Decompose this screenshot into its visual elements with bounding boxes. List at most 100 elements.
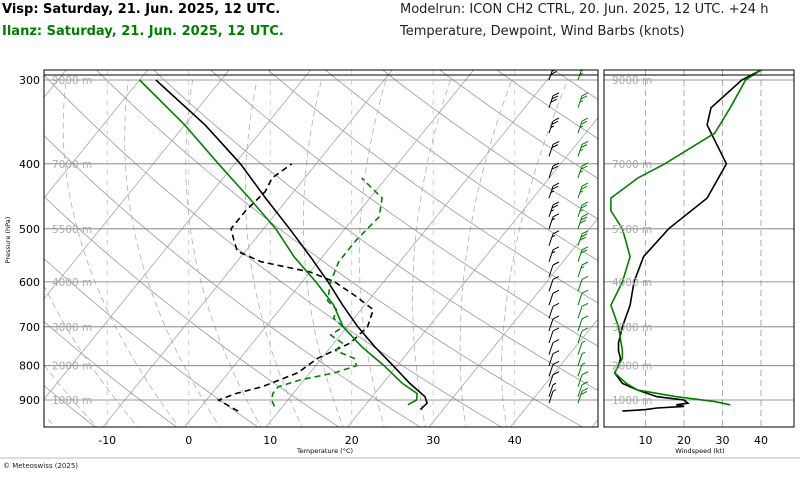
wind-barb-visp-flag	[552, 339, 560, 344]
wind-barb-ilanz-flag	[581, 213, 589, 218]
wind-barb-ilanz-flag	[580, 249, 588, 254]
height-tick-label: 4000 m	[52, 277, 92, 289]
wind-barb-visp	[548, 342, 554, 355]
temperature-tick-label: 20	[345, 434, 359, 447]
wind-barb-ilanz	[577, 293, 583, 306]
visp-windspeed-line	[613, 70, 764, 412]
wind-barb-ilanz	[577, 318, 583, 332]
windspeed-tick-label: 20	[677, 434, 691, 447]
wind-barb-ilanz-flag	[581, 315, 589, 320]
visp-temperature-line	[155, 79, 429, 411]
wind-barb-ilanz-flag	[579, 125, 584, 128]
moist-adiabat-line	[124, 79, 221, 427]
height-tick-label: 1000 m	[612, 395, 652, 407]
wind-barb-visp-flag	[550, 209, 555, 212]
windspeed-tick-label: 40	[754, 434, 768, 447]
dry-adiabat-line	[44, 385, 96, 427]
dry-adiabat-line	[44, 74, 503, 427]
windspeed-tick-label: 30	[716, 434, 730, 447]
wind-barb-ilanz-flag	[581, 140, 589, 145]
wind-barb-visp-flag	[551, 95, 559, 100]
wind-barb-ilanz	[577, 306, 583, 319]
dry-adiabat-line	[210, 70, 598, 347]
wind-barb-ilanz-flag	[581, 201, 589, 206]
wind-barb-ilanz-flag	[580, 390, 588, 395]
wind-barb-ilanz	[577, 330, 583, 344]
wind-barb-visp	[548, 364, 554, 377]
wind-barb-visp	[548, 264, 554, 278]
wind-barb-visp	[548, 306, 554, 319]
wind-barb-ilanz-flag	[579, 72, 584, 75]
wind-barb-visp	[548, 144, 554, 157]
x-axis-label: Temperature (°C)	[296, 447, 353, 455]
skew-t-grid	[44, 70, 598, 427]
y-axis-label: Pressure (hPa)	[4, 217, 12, 264]
height-tick-label: 7000 m	[52, 159, 92, 171]
dry-adiabat-line	[95, 70, 584, 427]
ilanz-windspeed-line	[610, 70, 763, 406]
moist-adiabat-line	[44, 284, 139, 427]
wind-barb-ilanz-flag	[579, 100, 584, 103]
windspeed-grid	[604, 70, 794, 427]
isotherm-line	[44, 70, 67, 99]
wind-barb-visp-flag	[552, 289, 560, 294]
moist-adiabat-line	[358, 79, 387, 427]
wind-barb-visp-flag	[552, 315, 560, 320]
wind-barb-visp-flag	[552, 327, 560, 332]
skew-t-profiles	[139, 79, 429, 412]
dry-adiabat-line	[439, 70, 598, 179]
wind-barb-ilanz-flag	[580, 120, 588, 125]
wind-barb-visp	[548, 293, 554, 306]
wind-barb-visp	[548, 233, 554, 246]
wind-barb-visp-flag	[552, 276, 560, 280]
height-tick-label: 2000 m	[612, 361, 652, 373]
dry-adiabat-line	[44, 321, 178, 427]
wind-barb-ilanz-flag	[581, 340, 586, 344]
wind-barb-ilanz-flag	[581, 182, 589, 187]
wind-barb-ilanz-flag	[581, 162, 589, 167]
temperature-tick-label: 40	[508, 434, 522, 447]
height-tick-label: 3000 m	[52, 322, 92, 334]
pressure-tick-label: 700	[19, 321, 40, 334]
wind-barb-visp	[548, 353, 554, 366]
height-tick-label: 7000 m	[612, 159, 652, 171]
wind-barb-ilanz-flag	[580, 144, 588, 149]
temperature-tick-label: 0	[185, 434, 192, 447]
wind-barb-visp-flag	[552, 140, 560, 145]
wind-barb-visp	[548, 216, 554, 229]
wind-barb-ilanz-flag	[581, 230, 589, 235]
wind-barb-ilanz-flag	[581, 117, 589, 122]
wind-barb-ilanz	[577, 364, 583, 377]
station-title-visp: Visp: Saturday, 21. Jun. 2025, 12 UTC.	[2, 2, 281, 17]
skew-t-frame	[43, 69, 599, 428]
wind-barb-visp-flag	[552, 360, 560, 365]
wind-barb-ilanz-flag	[579, 170, 584, 173]
wind-barb-ilanz	[577, 342, 583, 355]
wind-barb-ilanz-flag	[580, 165, 588, 170]
wind-barb-visp-flag	[551, 251, 556, 254]
wind-barb-ilanz-flag	[581, 302, 589, 307]
moist-adiabat-line	[501, 79, 569, 427]
wind-barb-visp-flag	[550, 125, 555, 128]
wind-barb-visp-flag	[550, 70, 558, 75]
ilanz-temperature-line	[139, 79, 418, 406]
temperature-tick-label: 30	[426, 434, 440, 447]
height-tick-label: 5500 m	[612, 224, 652, 236]
wind-barb-visp-flag	[552, 162, 560, 167]
moist-adiabat-line	[62, 79, 180, 427]
wind-barb-visp-flag	[552, 389, 557, 392]
wind-barb-ilanz-flag	[580, 204, 588, 209]
wind-barb-visp-flag	[552, 350, 560, 355]
wind-barb-ilanz-flag	[581, 276, 589, 280]
isotherm-line	[44, 70, 149, 199]
wind-barb-visp-flag	[551, 218, 556, 221]
wind-barb-visp	[548, 249, 554, 262]
pressure-tick-label: 800	[19, 360, 40, 373]
visp-dewpoint-line	[216, 163, 375, 412]
dry-adiabat-line	[153, 70, 598, 391]
wind-barb-visp	[548, 279, 554, 292]
isotherm-line	[509, 318, 598, 427]
wind-barb-visp-flag	[552, 117, 560, 122]
